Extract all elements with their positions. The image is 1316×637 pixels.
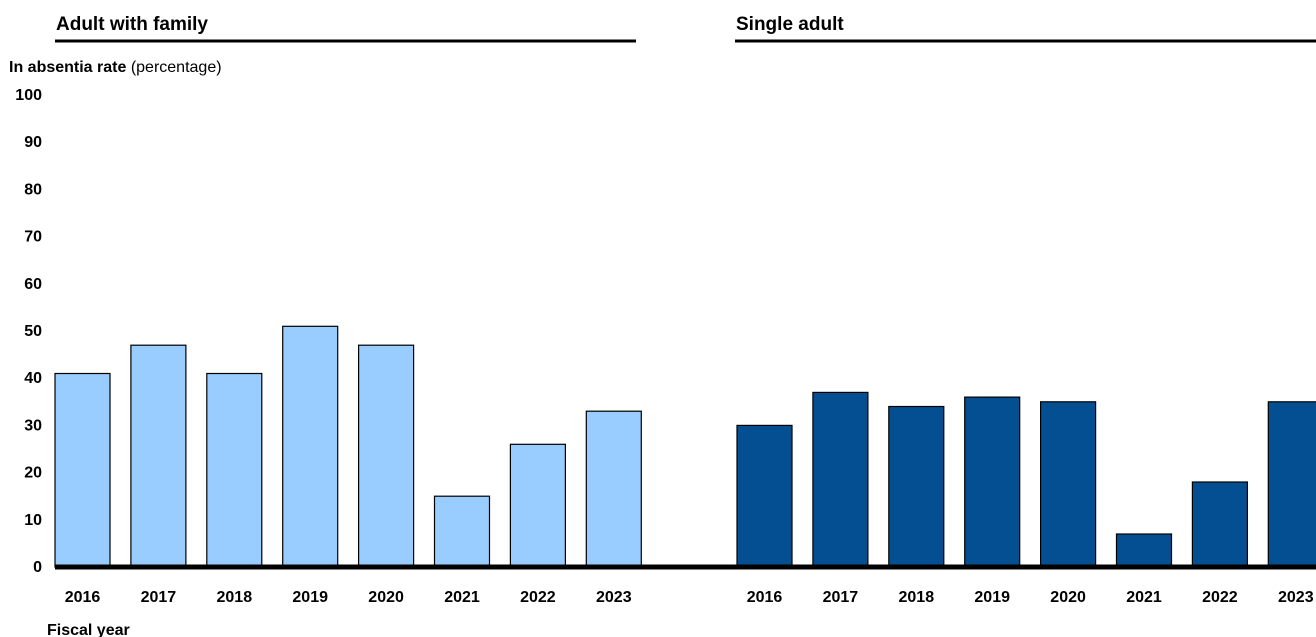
bar-single-adult-2016 (736, 424, 793, 568)
bar-single-adult-2023 (1267, 401, 1316, 568)
bar-adult-with-family-2019 (282, 325, 339, 568)
x-axis-label: Fiscal year (47, 622, 130, 637)
x-tick-label: 2022 (520, 589, 556, 606)
bar-adult-with-family-2016 (54, 372, 111, 568)
x-tick-label: 2019 (292, 589, 328, 606)
y-tick-label: 40 (24, 370, 42, 387)
bar-single-adult-2018 (888, 405, 945, 568)
y-axis-label: In absentia rate (percentage) (9, 59, 222, 76)
bar-single-adult-2021 (1115, 533, 1173, 568)
panel-title-adult-with-family: Adult with family (56, 14, 208, 35)
panel-title-single-adult: Single adult (736, 14, 844, 35)
y-tick-label: 50 (24, 323, 42, 340)
x-tick-label: 2017 (141, 589, 177, 606)
y-tick-label: 30 (24, 417, 42, 434)
x-tick-label: 2023 (1278, 589, 1314, 606)
x-tick-label: 2017 (823, 589, 859, 606)
x-tick-label: 2020 (368, 589, 404, 606)
x-tick-label: 2023 (596, 589, 632, 606)
bar-adult-with-family-2022 (509, 443, 566, 568)
x-tick-label: 2022 (1202, 589, 1238, 606)
bars (54, 325, 1316, 568)
y-tick-label: 10 (24, 512, 42, 529)
x-tick-label: 2020 (1050, 589, 1086, 606)
bar-adult-with-family-2023 (585, 410, 642, 568)
y-axis-label-unit: (percentage) (126, 59, 221, 76)
x-axis-ticks: 2016 2017 2018 2019 2020 2021 2022 2023 2016 2017… (65, 589, 1314, 606)
y-tick-label: 100 (15, 87, 42, 104)
x-tick-label: 2021 (444, 589, 480, 606)
x-tick-label: 2021 (1126, 589, 1162, 606)
y-tick-label: 0 (33, 559, 42, 576)
bar-adult-with-family-2020 (358, 344, 415, 568)
y-tick-label: 60 (24, 276, 42, 293)
x-tick-label: 2016 (747, 589, 783, 606)
x-tick-label: 2019 (974, 589, 1010, 606)
y-axis-ticks: 0 10 20 30 40 50 60 70 80 90 100 (15, 87, 42, 576)
bar-adult-with-family-2021 (433, 495, 491, 568)
y-tick-label: 20 (24, 465, 42, 482)
bar-adult-with-family-2018 (206, 372, 263, 568)
bar-adult-with-family-2017 (130, 344, 187, 568)
y-tick-label: 70 (24, 229, 42, 246)
bar-single-adult-2022 (1191, 481, 1249, 568)
x-tick-label: 2018 (217, 589, 253, 606)
y-tick-label: 80 (24, 181, 42, 198)
y-tick-label: 90 (24, 134, 42, 151)
x-tick-label: 2018 (899, 589, 935, 606)
y-axis-label-bold: In absentia rate (9, 59, 126, 76)
bar-single-adult-2019 (964, 396, 1021, 568)
x-tick-label: 2016 (65, 589, 101, 606)
bar-single-adult-2017 (812, 391, 869, 568)
bar-single-adult-2020 (1039, 401, 1097, 568)
